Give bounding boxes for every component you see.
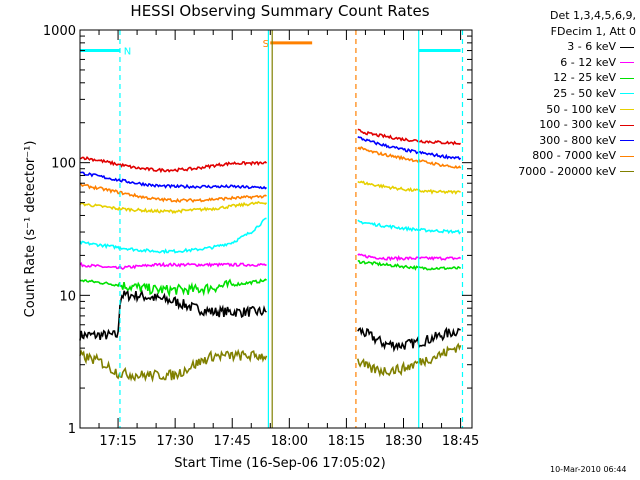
plot-area: N S 1 10 100 1000 17:15 17:30 17:45 18:00 18:15 18:… xyxy=(43,24,479,449)
series-line-5-seg-1 xyxy=(79,200,268,215)
legend-item-label: 25 - 50 keV xyxy=(553,86,616,100)
legend-swatch xyxy=(620,109,634,111)
chart-title: HESSI Observing Summary Count Rates xyxy=(130,2,429,20)
y-tick-label-2: 10 xyxy=(59,289,76,304)
series-line-8-seg-2 xyxy=(357,146,462,169)
legend-swatch xyxy=(620,77,634,79)
legend-item-7: 300 - 800 keV xyxy=(498,133,636,149)
legend-item-label: 100 - 300 keV xyxy=(539,118,616,132)
y-tick-label-3: 100 xyxy=(51,157,76,172)
series-line-5-seg-2 xyxy=(357,180,461,195)
legend-item-3: 12 - 25 keV xyxy=(498,70,636,86)
series-line-1-seg-2 xyxy=(357,326,461,353)
series-line-2-seg-2 xyxy=(357,253,462,262)
series-line-3-seg-2 xyxy=(357,259,462,271)
series-line-9-seg-2 xyxy=(357,342,462,378)
series-line-1-seg-1 xyxy=(79,289,267,341)
legend-item-label: 7000 - 20000 keV xyxy=(518,164,616,178)
x-tick-label-6: 18:30 xyxy=(385,434,422,449)
legend-header-1: Det 1,3,4,5,6,9, xyxy=(549,9,636,22)
series-line-4-seg-2 xyxy=(357,219,462,235)
legend-item-label: 800 - 7000 keV xyxy=(532,149,616,163)
saa-bar-label-1: S xyxy=(263,39,269,50)
x-axis-label: Start Time (16-Sep-06 17:05:02) xyxy=(174,456,385,471)
series-line-7-seg-1 xyxy=(80,171,268,190)
plot-frame xyxy=(79,29,473,429)
legend-item-9: 7000 - 20000 keV xyxy=(498,164,636,180)
series-line-3-seg-1 xyxy=(79,278,267,298)
legend-item-6: 100 - 300 keV xyxy=(498,117,636,133)
legend: Det 1,3,4,5,6,9, FDecim 1, Att 0 3 - 6 k… xyxy=(498,8,636,180)
x-tick-label-1: 17:15 xyxy=(99,434,136,449)
y-tick-label-1: 1 xyxy=(68,422,76,437)
x-tick-label-5: 18:15 xyxy=(328,434,365,449)
legend-header-2: FDecim 1, Att 0 xyxy=(550,24,636,38)
series-line-9-seg-1 xyxy=(79,348,268,383)
legend-swatch xyxy=(620,46,634,48)
legend-item-2: 6 - 12 keV xyxy=(498,55,636,71)
legend-item-label: 50 - 100 keV xyxy=(546,102,616,116)
legend-item-4: 25 - 50 keV xyxy=(498,86,636,102)
x-tick-label-7: 18:45 xyxy=(442,434,479,449)
series-line-6-seg-1 xyxy=(79,156,268,174)
series-line-6-seg-2 xyxy=(357,128,462,146)
legend-item-5: 50 - 100 keV xyxy=(498,102,636,118)
y-axis-label: Count Rate (s⁻¹ detector⁻¹) xyxy=(23,141,38,318)
x-tick-label-4: 18:00 xyxy=(271,434,308,449)
legend-swatch xyxy=(620,124,634,126)
legend-swatch xyxy=(620,171,634,173)
legend-item-label: 12 - 25 keV xyxy=(553,71,616,85)
x-tick-label-3: 17:45 xyxy=(213,434,250,449)
legend-item-label: 300 - 800 keV xyxy=(539,133,616,147)
legend-swatch xyxy=(620,93,634,95)
legend-item-8: 800 - 7000 keV xyxy=(498,148,636,164)
night-bar-label-1: N xyxy=(124,47,131,58)
date-stamp: 10-Mar-2010 06:44 xyxy=(550,465,627,474)
series-line-8-seg-1 xyxy=(79,182,267,204)
legend-item-label: 3 - 6 keV xyxy=(567,40,616,54)
legend-swatch xyxy=(620,62,634,64)
legend-item-label: 6 - 12 keV xyxy=(560,55,616,69)
y-tick-label-4: 1000 xyxy=(43,24,76,39)
series-line-4-seg-1 xyxy=(79,217,267,255)
legend-swatch xyxy=(620,140,634,142)
x-tick-label-2: 17:30 xyxy=(156,434,193,449)
legend-swatch xyxy=(620,155,634,157)
series-line-2-seg-1 xyxy=(79,261,267,270)
series-line-7-seg-2 xyxy=(357,136,462,161)
legend-item-1: 3 - 6 keV xyxy=(498,39,636,55)
legend-items: 3 - 6 keV 6 - 12 keV 12 - 25 keV 25 - 50 ke… xyxy=(498,39,636,179)
